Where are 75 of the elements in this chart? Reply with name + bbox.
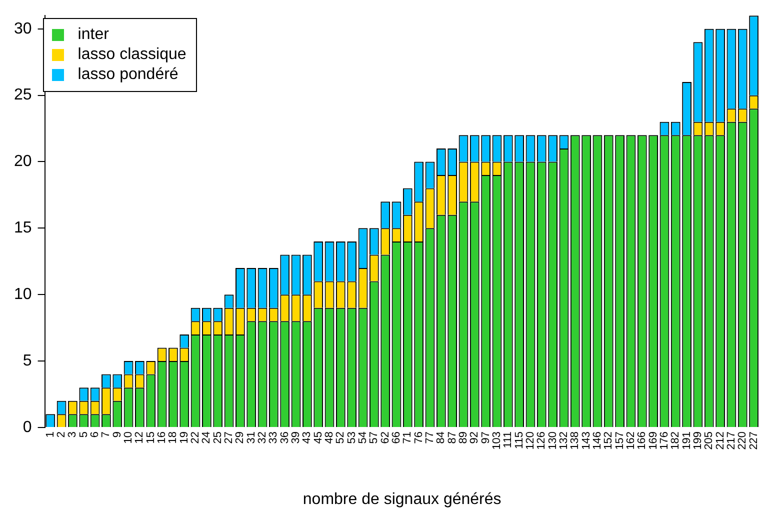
y-tick-label: 5 [22,352,32,370]
x-tick-label: 152 [602,431,615,450]
x-tick-label: 212 [714,431,726,450]
x-tick-label: 89 [458,431,470,444]
y-tick-label: 15 [14,220,32,237]
legend-label: inter [78,24,109,45]
x-tick-label: 5 [78,431,90,438]
x-tick-label: 24 [200,431,213,444]
x-tick-label: 33 [268,431,280,444]
x-tick-label: 169 [647,431,660,450]
x-tick-label: 57 [368,431,380,444]
y-tick-label: 0 [22,418,32,436]
x-tick-label: 162 [625,431,637,450]
x-tick-label: 10 [122,431,135,444]
x-tick-label: 45 [312,431,324,444]
x-tick-label: 54 [357,431,370,444]
x-tick-label: 182 [670,431,682,450]
x-tick-label: 27 [223,431,236,444]
x-tick-label: 25 [212,431,224,444]
x-tick-label: 62 [379,431,392,444]
x-tick-label: 22 [190,431,202,444]
x-tick-label: 132 [558,431,570,450]
x-tick-label: 227 [748,431,760,450]
x-tick-label: 191 [680,431,693,450]
x-tick-label: 166 [636,431,648,450]
x-tick-label: 77 [424,431,436,444]
x-tick-label: 84 [435,431,448,444]
x-tick-label: 220 [736,431,749,450]
y-tick-label: 10 [14,286,32,303]
x-tick-label: 217 [725,431,738,450]
x-tick-label: 146 [592,431,604,450]
x-tick-label: 36 [278,431,291,444]
x-tick-label: 39 [290,431,302,444]
x-tick-label: 111 [502,431,514,448]
x-tick-label: 6 [89,431,102,438]
y-tick-label: 30 [14,20,32,38]
x-tick-label: 15 [144,431,157,444]
legend-label: lasso pondéré [78,64,178,85]
x-tick-label: 199 [692,431,704,450]
x-tick-label: 87 [446,431,458,444]
x-tick-label: 143 [580,431,592,450]
x-tick-label: 97 [480,431,492,444]
x-tick-label: 16 [156,431,168,444]
x-tick-label: 12 [134,431,146,444]
x-tick-label: 32 [256,431,269,444]
x-tick-label: 43 [301,431,314,444]
x-tick-label: 76 [412,431,425,444]
x-tick-label: 176 [658,431,670,450]
x-tick-label: 138 [569,431,582,450]
x-tick-label: 205 [703,431,716,450]
y-tick-label: 25 [14,86,32,104]
x-tick-label: 66 [390,431,403,444]
x-tick-label: 52 [334,431,347,444]
x-tick-label: 120 [524,431,537,450]
legend-label: lasso classique [78,44,186,65]
x-tick-label: 48 [324,431,336,444]
x-tick-label: 1 [44,431,56,438]
x-tick-label: 2 [56,431,68,438]
x-tick-label: 126 [536,431,548,450]
x-tick-label: 18 [167,431,180,444]
x-tick-label: 130 [546,431,559,450]
x-tick-label: 92 [468,431,481,444]
x-tick-label: 29 [234,431,246,444]
x-tick-label: 19 [178,431,190,444]
x-tick-label: 7 [100,431,112,438]
x-tick-label: 9 [111,431,124,438]
x-tick-label: 157 [614,431,626,450]
x-tick-label: 3 [66,431,79,438]
x-tick-label: 103 [491,431,504,450]
x-tick-label: 115 [513,431,526,449]
x-tick-label: 71 [402,431,414,444]
y-tick-label: 20 [14,153,32,170]
x-axis-title: nombre de signaux générés [302,490,502,508]
x-tick-label: 53 [346,431,358,444]
x-tick-label: 31 [245,431,258,444]
